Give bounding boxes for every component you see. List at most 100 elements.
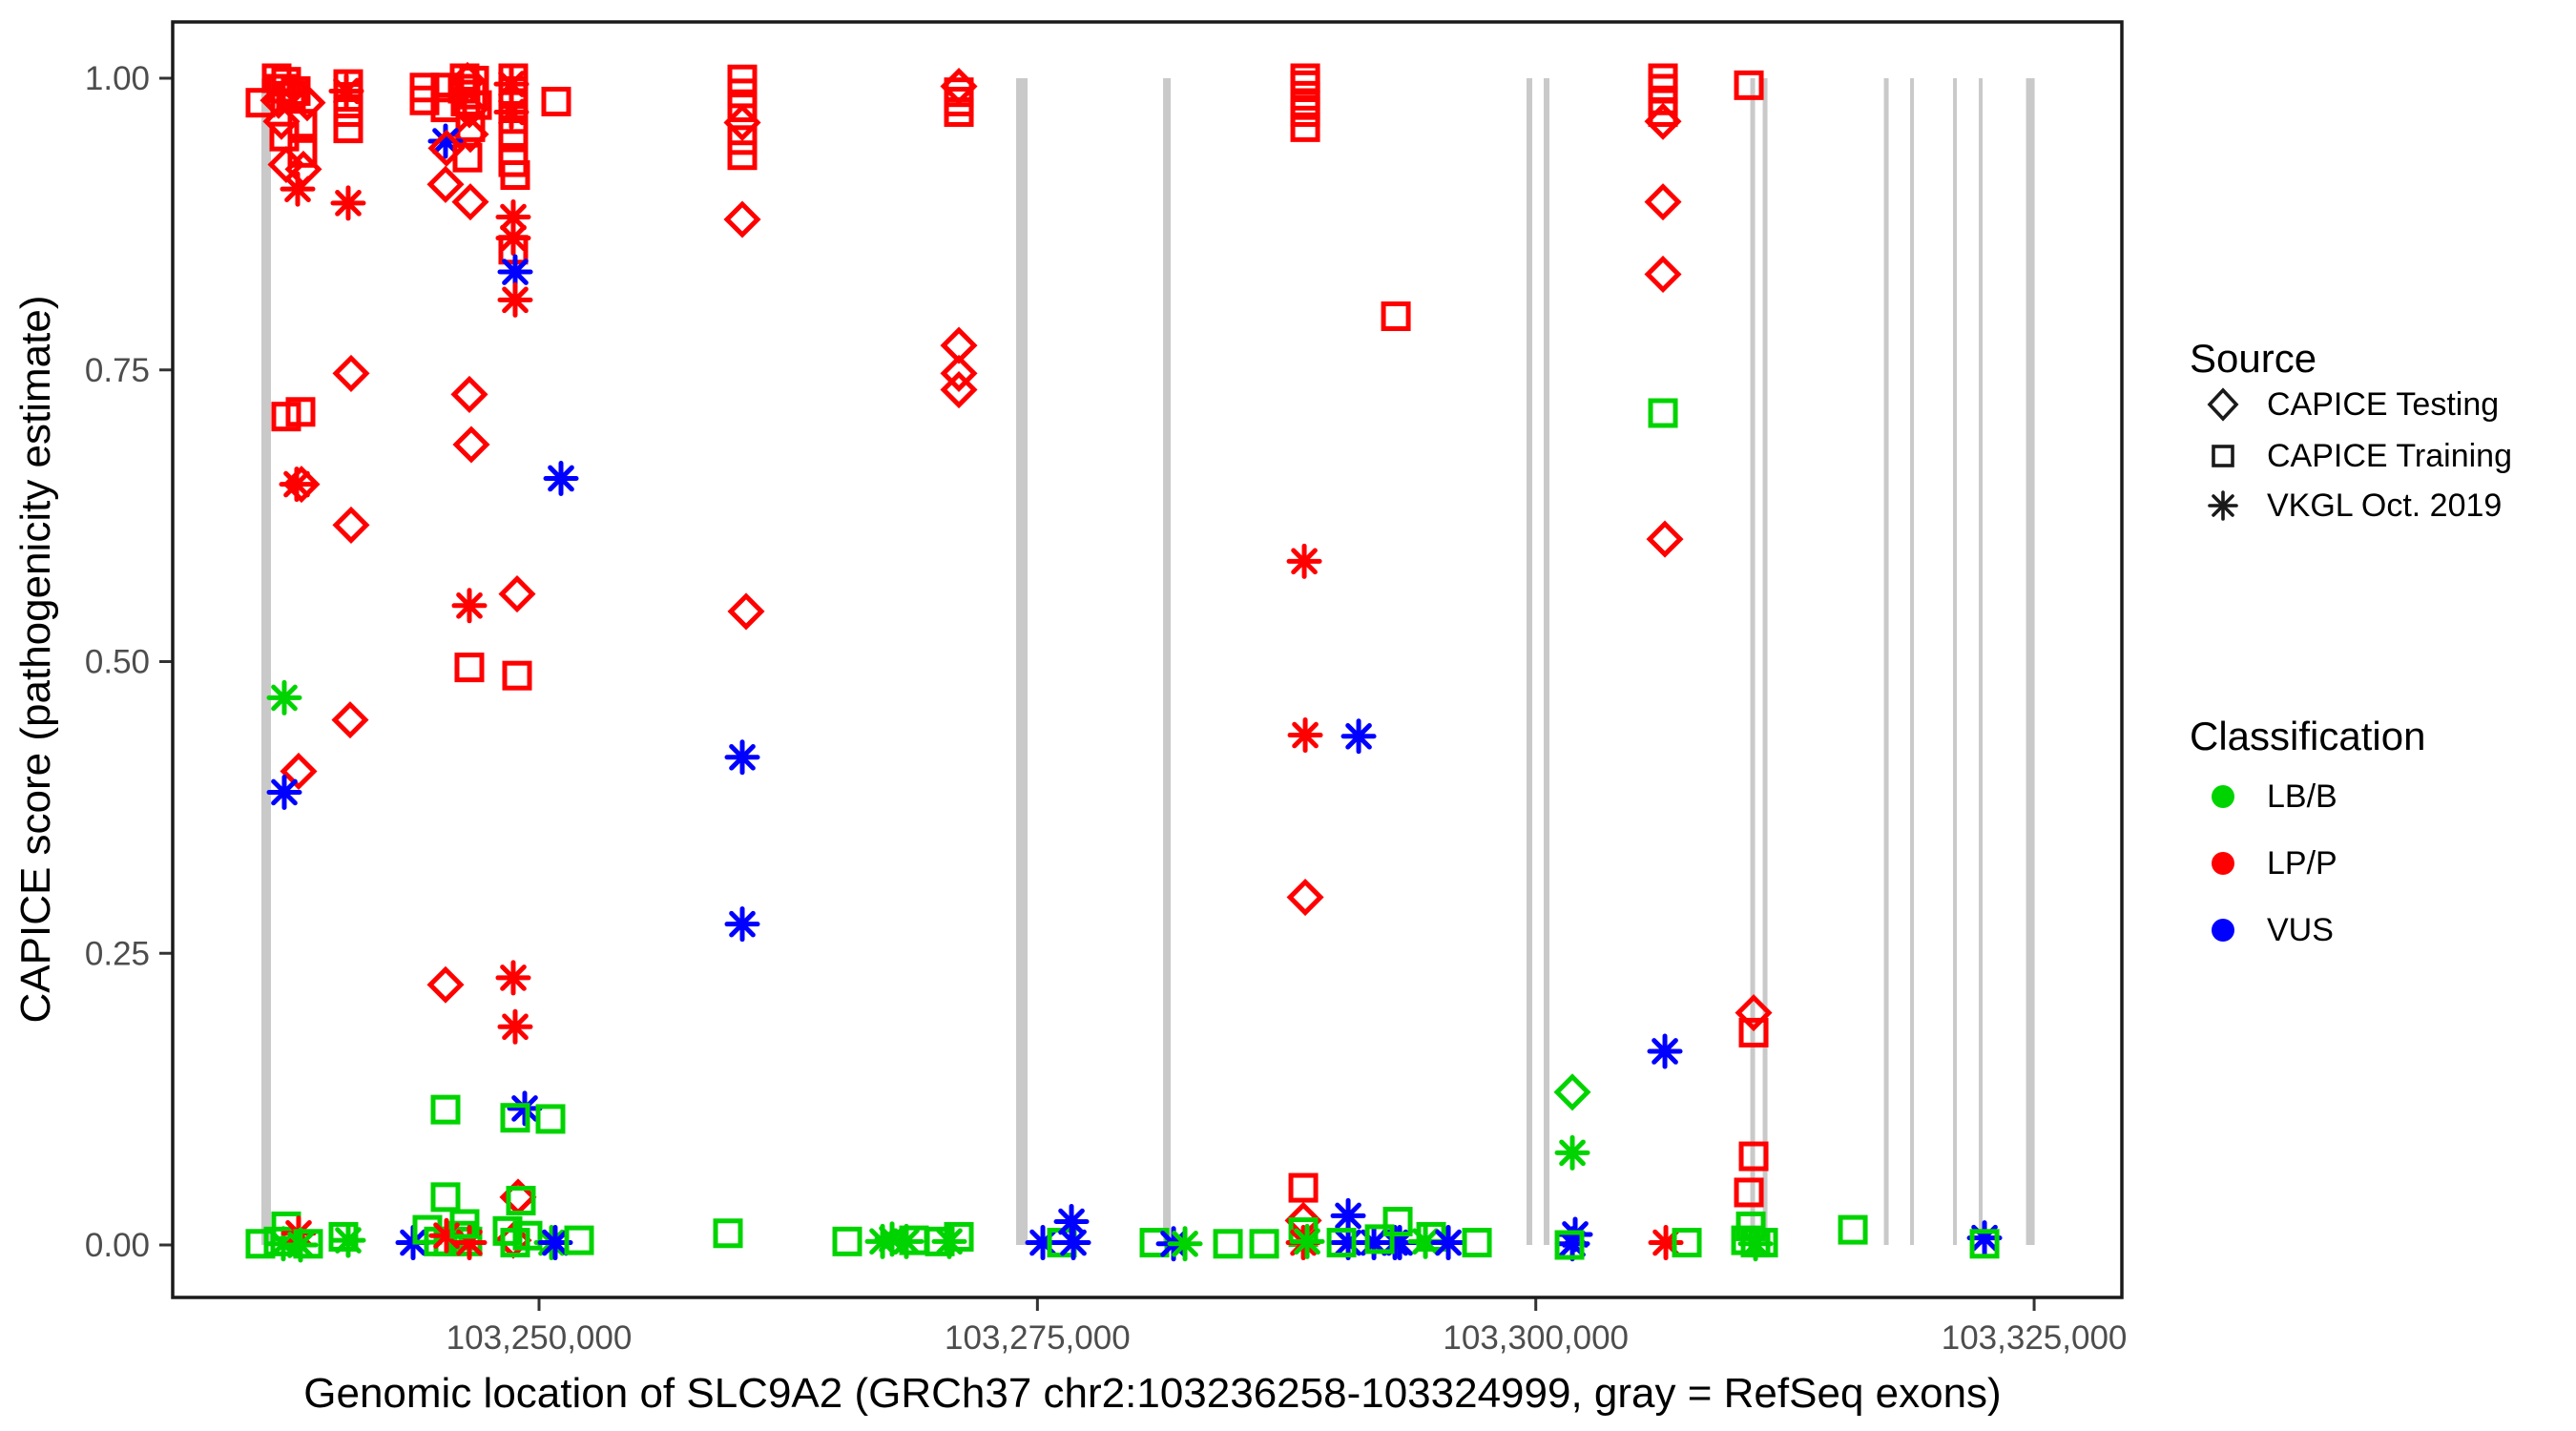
data-point xyxy=(724,906,760,943)
data-point xyxy=(727,93,758,123)
legend-item-label: VUS xyxy=(2267,911,2334,948)
data-point xyxy=(1838,1214,1868,1245)
blue-dot-icon xyxy=(2212,919,2234,942)
data-point xyxy=(331,701,369,739)
data-point xyxy=(497,281,533,318)
legend-item-lpp: LP/P xyxy=(2202,842,2337,884)
data-point xyxy=(1326,1228,1357,1258)
data-point xyxy=(449,1209,480,1239)
data-point xyxy=(333,82,364,113)
data-point xyxy=(495,960,531,996)
data-point xyxy=(1648,96,1678,127)
data-point xyxy=(1738,1141,1769,1172)
legend-item-label: CAPICE Training xyxy=(2267,437,2512,474)
legend-item-vus: VUS xyxy=(2202,909,2334,951)
data-point xyxy=(1430,1225,1466,1261)
x-axis-title: Genomic location of SLC9A2 (GRCh37 chr2:… xyxy=(303,1370,2001,1417)
data-point xyxy=(1646,520,1684,558)
asterisk-icon xyxy=(2208,490,2238,521)
x-tick-label: 103,250,000 xyxy=(447,1319,633,1357)
data-point xyxy=(333,114,364,144)
data-point xyxy=(450,91,488,129)
legend-item-capice-training: CAPICE Training xyxy=(2202,435,2512,477)
data-point xyxy=(430,1182,461,1213)
legend-source-title: Source xyxy=(2190,336,2317,381)
data-point xyxy=(944,96,974,127)
data-point xyxy=(1286,543,1322,579)
data-point xyxy=(1647,1033,1683,1069)
x-tick-label: 103,300,000 xyxy=(1443,1319,1629,1357)
data-point xyxy=(500,160,530,191)
data-point xyxy=(1738,1017,1769,1047)
y-tick-label: 1.00 xyxy=(85,60,150,97)
legend-item-label: CAPICE Testing xyxy=(2267,385,2500,423)
data-point xyxy=(713,1218,743,1249)
data-point xyxy=(266,774,302,810)
data-point xyxy=(454,653,485,683)
exon-bar xyxy=(1544,78,1550,1245)
data-point xyxy=(451,1225,488,1261)
green-dot-icon xyxy=(2212,785,2234,808)
data-point xyxy=(1249,1229,1279,1259)
x-tick-label: 103,275,000 xyxy=(945,1319,1131,1357)
data-point xyxy=(500,1103,530,1133)
exon-bar xyxy=(1762,78,1768,1245)
data-point xyxy=(723,200,761,238)
data-point xyxy=(1290,96,1320,127)
y-tick-label: 0.25 xyxy=(85,935,150,972)
data-point xyxy=(455,112,486,142)
data-point xyxy=(727,140,758,171)
legend-item-label: LB/B xyxy=(2267,778,2337,815)
data-point xyxy=(543,460,579,496)
data-point xyxy=(451,115,489,154)
data-point xyxy=(293,1229,323,1259)
data-point xyxy=(493,93,530,130)
data-point xyxy=(1381,301,1411,331)
data-point xyxy=(1364,1224,1395,1255)
data-point xyxy=(430,1094,461,1125)
data-point xyxy=(1288,1172,1319,1203)
data-point xyxy=(1734,70,1764,100)
y-tick-label: 0.75 xyxy=(85,352,150,389)
axes: 103,250,000 103,275,000 103,300,000 103,325… xyxy=(85,60,2128,1357)
data-point xyxy=(1167,1226,1203,1262)
data-point xyxy=(727,592,765,631)
plot-panel-border xyxy=(171,20,2124,1299)
x-tick-label: 103,325,000 xyxy=(1942,1319,2128,1357)
data-point xyxy=(498,575,536,613)
exon-bar xyxy=(2025,78,2035,1245)
data-point xyxy=(940,354,978,392)
data-point xyxy=(1462,1228,1492,1258)
data-point xyxy=(1330,1197,1366,1234)
legend-item-vkgl: VKGL Oct. 2019 xyxy=(2202,485,2502,527)
data-point xyxy=(1290,63,1320,93)
data-point xyxy=(724,739,760,776)
exon-bar xyxy=(1953,78,1958,1245)
data-point xyxy=(282,466,321,504)
data-point xyxy=(1969,1229,2000,1259)
data-point xyxy=(506,1186,536,1216)
data-point xyxy=(1672,1228,1702,1258)
exon-bar xyxy=(1016,78,1028,1245)
data-point xyxy=(1055,1225,1091,1261)
exon-bars xyxy=(260,78,2035,1245)
data-point xyxy=(512,1220,543,1251)
data-point xyxy=(832,1226,862,1256)
data-points xyxy=(245,61,2003,1263)
y-axis-title: CAPICE score (pathogenicity estimate) xyxy=(12,296,59,1024)
exon-bar xyxy=(1163,78,1172,1245)
data-point xyxy=(1648,398,1678,428)
data-point xyxy=(1340,718,1377,755)
data-point xyxy=(931,1223,967,1259)
data-point xyxy=(564,1225,594,1255)
data-point xyxy=(1737,1226,1774,1262)
data-point xyxy=(1644,183,1682,221)
data-point xyxy=(333,96,364,127)
data-point xyxy=(1287,717,1323,754)
data-point xyxy=(1213,1229,1243,1259)
data-point xyxy=(452,425,490,464)
exon-bar xyxy=(1883,78,1889,1245)
data-point xyxy=(1734,1177,1764,1208)
